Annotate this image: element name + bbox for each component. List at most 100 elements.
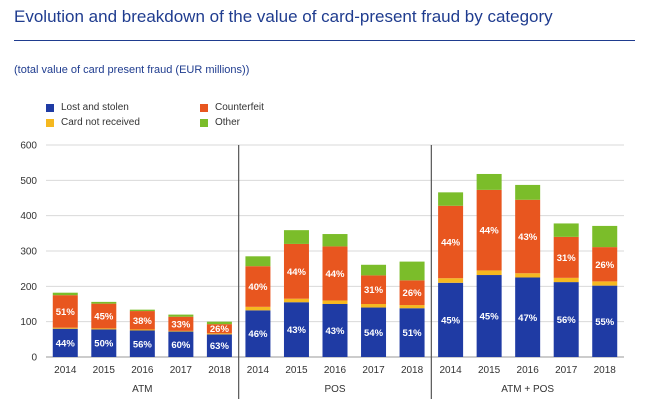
legend-swatch-counterfeit <box>200 104 208 112</box>
bar-segment-other <box>206 321 232 325</box>
bar-segment-card-not-received <box>129 329 155 331</box>
legend-swatch-card-not-received <box>46 119 54 127</box>
bar-segment-other <box>399 261 425 281</box>
chart-legend: Lost and stolen Card not received Counte… <box>46 102 346 132</box>
bar-data-label: 45% <box>94 312 114 323</box>
legend-label-lost-and-stolen: Lost and stolen <box>61 102 129 113</box>
bar-data-label: 47% <box>518 313 538 324</box>
bar-segment-card-not-received <box>52 327 78 329</box>
bar-data-label: 55% <box>595 317 615 328</box>
bar-data-label: 51% <box>56 307 76 318</box>
bar-segment-other <box>245 256 271 267</box>
bar-segment-card-not-received <box>245 306 271 311</box>
bar-segment-lost-and-stolen <box>399 308 425 357</box>
bar-segment-counterfeit <box>129 311 155 330</box>
bar-segment-card-not-received <box>553 277 579 283</box>
x-tick-label: 2015 <box>478 365 501 376</box>
bar-segment-card-not-received <box>283 298 309 303</box>
bar-segment-other <box>91 301 117 304</box>
x-tick-label: 2018 <box>594 365 617 376</box>
y-tick-label: 600 <box>20 141 37 152</box>
chart-title: Evolution and breakdown of the value of … <box>14 7 553 26</box>
bar-segment-card-not-received <box>361 304 387 308</box>
x-tick-label: 2014 <box>247 365 270 376</box>
bar-data-label: 40% <box>248 282 268 293</box>
bar-segment-lost-and-stolen <box>245 310 271 357</box>
bar-segment-other <box>129 309 155 312</box>
bar-data-label: 43% <box>287 325 307 336</box>
bar-segment-lost-and-stolen <box>438 282 464 357</box>
bar-data-label: 43% <box>325 326 345 337</box>
bar-data-label: 45% <box>441 315 461 326</box>
bar-segment-lost-and-stolen <box>322 304 348 357</box>
bar-segment-counterfeit <box>52 295 78 328</box>
x-tick-label: 2016 <box>131 365 154 376</box>
bar-segment-lost-and-stolen <box>553 282 579 357</box>
bar-segment-card-not-received <box>206 333 232 335</box>
bar-segment-card-not-received <box>515 273 541 278</box>
x-tick-label: 2016 <box>517 365 540 376</box>
x-tick-label: 2017 <box>555 365 578 376</box>
bar-segment-counterfeit <box>245 266 271 307</box>
group-label: ATM <box>132 384 152 395</box>
bar-data-label: 31% <box>364 285 384 296</box>
bar-data-label: 44% <box>56 338 76 349</box>
bar-segment-other <box>322 234 348 247</box>
legend-swatch-other <box>200 119 208 127</box>
y-tick-label: 0 <box>31 353 37 364</box>
bar-data-label: 26% <box>403 288 423 299</box>
bar-segment-other <box>361 264 387 276</box>
bar-segment-counterfeit <box>476 189 502 271</box>
y-tick-label: 400 <box>20 211 37 222</box>
legend-label-other: Other <box>215 117 241 128</box>
bar-data-label: 50% <box>94 339 114 350</box>
legend-swatch-lost-and-stolen <box>46 104 54 112</box>
bar-segment-card-not-received <box>476 270 502 276</box>
bar-segment-lost-and-stolen <box>592 285 618 357</box>
bar-segment-counterfeit <box>283 243 309 299</box>
bar-data-label: 51% <box>403 328 423 339</box>
bar-segment-card-not-received <box>399 305 425 309</box>
bar-segment-other <box>168 314 194 317</box>
group-label: POS <box>324 384 345 395</box>
x-tick-label: 2018 <box>208 365 231 376</box>
bar-segment-counterfeit <box>553 236 579 278</box>
bar-segment-other <box>283 230 309 244</box>
bar-segment-lost-and-stolen <box>283 302 309 357</box>
bar-data-label: 26% <box>595 260 615 271</box>
bar-data-label: 31% <box>557 253 577 264</box>
bar-data-label: 45% <box>480 312 500 323</box>
bar-segment-counterfeit <box>515 199 541 274</box>
bar-data-label: 60% <box>171 340 191 351</box>
bar-segment-other <box>476 173 502 190</box>
bar-segment-counterfeit <box>399 280 425 306</box>
bar-data-label: 44% <box>325 269 345 280</box>
bar-segment-other <box>553 223 579 237</box>
bar-data-label: 46% <box>248 329 268 340</box>
bar-segment-lost-and-stolen <box>91 329 117 357</box>
bar-segment-counterfeit <box>592 247 618 282</box>
bar-data-label: 54% <box>364 328 384 339</box>
group-label: ATM + POS <box>501 384 554 395</box>
bar-segment-card-not-received <box>438 278 464 283</box>
bar-data-label: 38% <box>133 316 153 327</box>
bar-segment-counterfeit <box>168 316 194 331</box>
x-tick-label: 2014 <box>439 365 462 376</box>
bar-data-label: 44% <box>480 226 500 237</box>
chart-subtitle: (total value of card present fraud (EUR … <box>14 64 250 76</box>
bar-segment-other <box>515 184 541 200</box>
y-tick-label: 100 <box>20 317 37 328</box>
y-tick-label: 300 <box>20 247 37 258</box>
bar-segment-other <box>438 192 464 206</box>
x-tick-label: 2015 <box>285 365 308 376</box>
bar-segment-other <box>592 225 618 248</box>
bar-segment-card-not-received <box>91 328 117 330</box>
bar-segment-lost-and-stolen <box>515 277 541 357</box>
bar-data-label: 44% <box>287 267 307 278</box>
bar-data-label: 44% <box>441 237 461 248</box>
legend-label-card-not-received: Card not received <box>61 117 140 128</box>
bar-segment-lost-and-stolen <box>168 331 194 357</box>
bar-segment-counterfeit <box>206 324 232 334</box>
bar-segment-card-not-received <box>592 281 618 286</box>
